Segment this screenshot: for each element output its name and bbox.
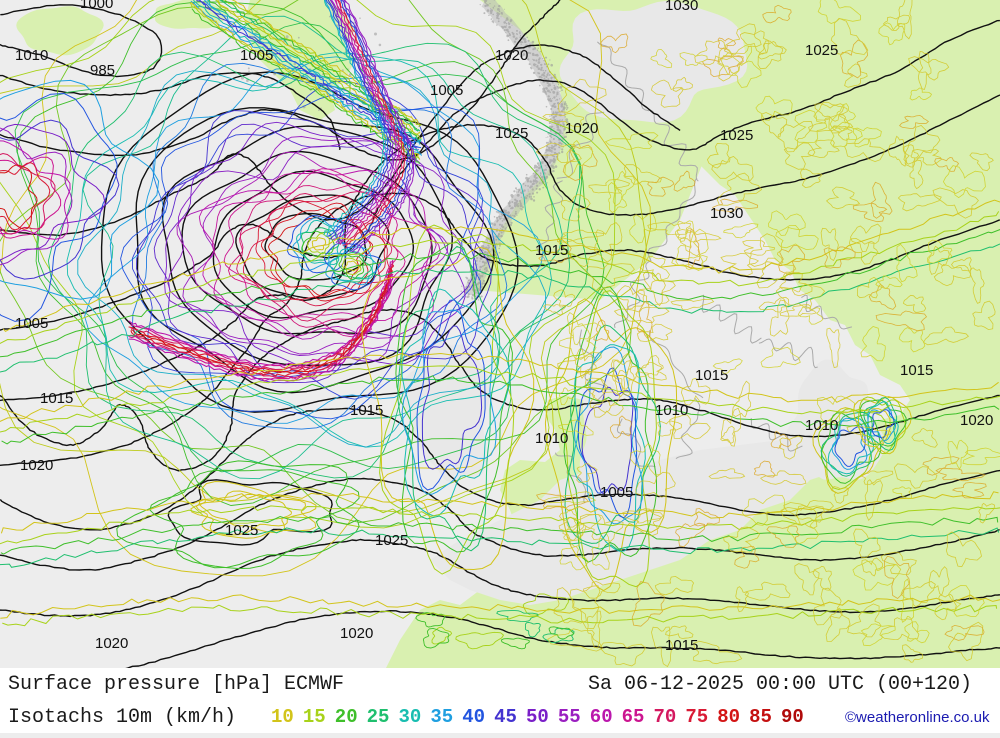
svg-text:1015: 1015: [695, 367, 728, 384]
svg-text:35: 35: [430, 706, 453, 728]
svg-text:1025: 1025: [495, 125, 528, 142]
svg-text:1015: 1015: [350, 402, 383, 419]
svg-text:1005: 1005: [600, 484, 633, 501]
svg-text:1015: 1015: [535, 242, 568, 259]
svg-text:1025: 1025: [720, 127, 753, 144]
svg-text:10: 10: [271, 706, 294, 728]
svg-text:80: 80: [717, 706, 740, 728]
svg-text:30: 30: [399, 706, 422, 728]
svg-text:Isotachs 10m (km/h): Isotachs 10m (km/h): [8, 706, 236, 729]
svg-text:1010: 1010: [535, 430, 568, 447]
svg-text:50: 50: [526, 706, 549, 728]
svg-text:85: 85: [749, 706, 772, 728]
svg-text:15: 15: [303, 706, 326, 728]
svg-text:1000: 1000: [80, 0, 113, 12]
svg-text:65: 65: [622, 706, 645, 728]
svg-text:25: 25: [367, 706, 390, 728]
svg-text:1030: 1030: [710, 205, 743, 222]
svg-text:90: 90: [781, 706, 804, 728]
svg-text:1025: 1025: [225, 522, 258, 539]
svg-text:60: 60: [590, 706, 613, 728]
svg-text:1020: 1020: [340, 625, 373, 642]
svg-text:1005: 1005: [15, 315, 48, 332]
svg-text:1020: 1020: [20, 457, 53, 474]
svg-text:1015: 1015: [665, 637, 698, 654]
svg-text:1020: 1020: [495, 47, 528, 64]
svg-text:Surface pressure [hPa] ECMWF: Surface pressure [hPa] ECMWF: [8, 673, 344, 696]
svg-text:1020: 1020: [95, 635, 128, 652]
svg-text:©weatheronline.co.uk: ©weatheronline.co.uk: [845, 709, 990, 726]
svg-text:1025: 1025: [375, 532, 408, 549]
svg-text:1015: 1015: [900, 362, 933, 379]
svg-text:75: 75: [685, 706, 708, 728]
svg-text:985: 985: [90, 62, 115, 79]
svg-text:1005: 1005: [430, 82, 463, 99]
svg-text:1010: 1010: [15, 47, 48, 64]
svg-text:1015: 1015: [40, 390, 73, 407]
svg-text:1005: 1005: [240, 47, 273, 64]
svg-text:Sa 06-12-2025 00:00 UTC (00+12: Sa 06-12-2025 00:00 UTC (00+120): [588, 673, 972, 696]
svg-text:1010: 1010: [805, 417, 838, 434]
svg-text:1020: 1020: [960, 412, 993, 429]
svg-text:1030: 1030: [665, 0, 698, 14]
svg-text:70: 70: [654, 706, 677, 728]
svg-text:45: 45: [494, 706, 517, 728]
svg-text:1010: 1010: [655, 402, 688, 419]
svg-text:1020: 1020: [565, 120, 598, 137]
svg-text:40: 40: [462, 706, 485, 728]
svg-text:20: 20: [335, 706, 358, 728]
svg-text:1025: 1025: [805, 42, 838, 59]
svg-text:55: 55: [558, 706, 581, 728]
